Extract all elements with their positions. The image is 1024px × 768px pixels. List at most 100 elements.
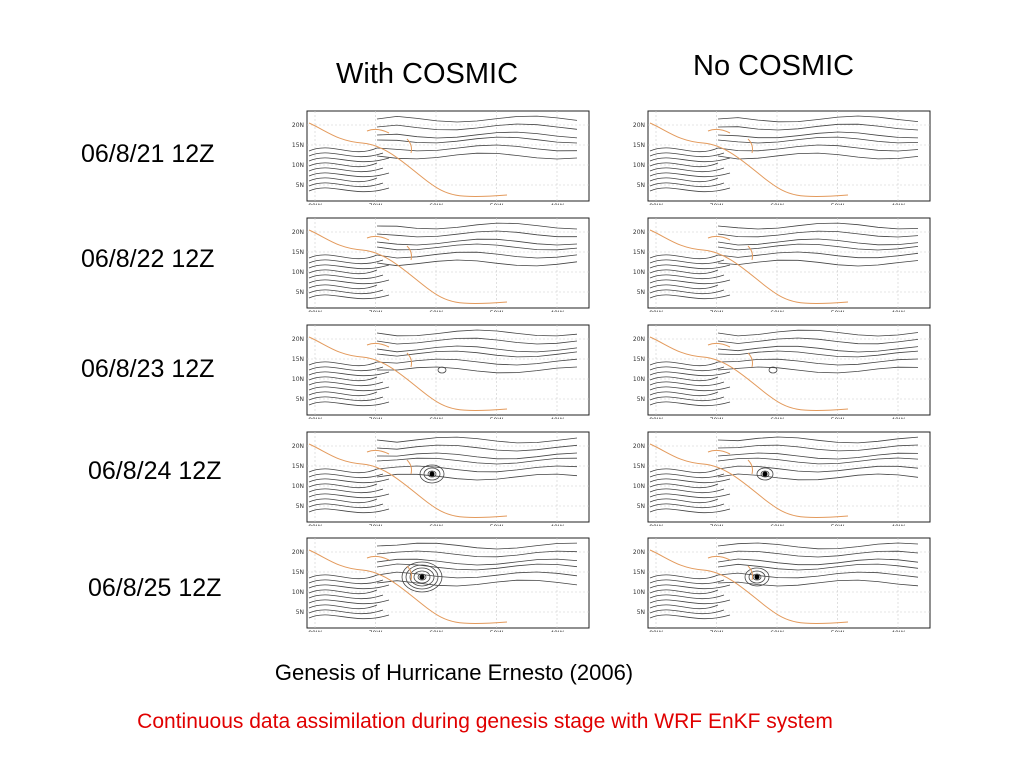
lat-tick-label: 15N xyxy=(292,249,304,256)
lat-tick-label: 15N xyxy=(633,463,645,470)
map-svg: 20N 15N 10N 5N 80W 70W 60W 50W 40W xyxy=(633,217,931,312)
lon-tick-label: 80W xyxy=(308,203,322,205)
lon-tick-label: 50W xyxy=(831,630,845,632)
lon-tick-label: 40W xyxy=(891,417,905,419)
lat-tick-label: 5N xyxy=(637,609,645,616)
lat-tick-label: 10N xyxy=(292,269,304,276)
lon-tick-label: 80W xyxy=(308,524,322,526)
lat-tick-label: 5N xyxy=(296,182,304,189)
map-svg: 20N 15N 10N 5N 80W 70W 60W 50W 40W xyxy=(292,110,590,205)
lat-tick-label: 5N xyxy=(637,503,645,510)
lat-tick-label: 15N xyxy=(292,463,304,470)
lon-tick-label: 50W xyxy=(490,203,504,205)
lat-tick-label: 5N xyxy=(296,289,304,296)
lon-tick-label: 60W xyxy=(429,417,443,419)
lon-tick-label: 40W xyxy=(891,203,905,205)
map-svg: 20N 15N 10N 5N 80W 70W 60W 50W 40W xyxy=(292,537,590,632)
lon-tick-label: 70W xyxy=(369,203,383,205)
with-cosmic-header: With COSMIC xyxy=(336,58,519,90)
map-svg: 20N 15N 10N 5N 80W 70W 60W 50W 40W xyxy=(292,431,590,526)
lat-tick-label: 10N xyxy=(292,162,304,169)
lon-tick-label: 40W xyxy=(891,630,905,632)
lat-tick-label: 5N xyxy=(637,182,645,189)
map-svg: 20N 15N 10N 5N 80W 70W 60W 50W 40W xyxy=(633,537,931,632)
lat-tick-label: 20N xyxy=(292,443,304,450)
lat-tick-label: 15N xyxy=(633,142,645,149)
lon-tick-label: 40W xyxy=(891,310,905,312)
row-label-0825: 06/8/25 12Z xyxy=(88,574,222,602)
lat-tick-label: 20N xyxy=(292,122,304,129)
lat-tick-label: 5N xyxy=(296,609,304,616)
pressure-map-no-cosmic-row-4: 20N 15N 10N 5N 80W 70W 60W 50W 40W xyxy=(618,429,934,526)
lon-tick-label: 70W xyxy=(710,203,724,205)
lon-tick-label: 60W xyxy=(770,203,784,205)
lat-tick-label: 15N xyxy=(292,569,304,576)
lat-tick-label: 15N xyxy=(633,249,645,256)
row-label-0822: 06/8/22 12Z xyxy=(81,245,215,273)
lon-tick-label: 80W xyxy=(649,417,663,419)
lon-tick-label: 80W xyxy=(649,524,663,526)
lon-tick-label: 50W xyxy=(831,203,845,205)
lat-tick-label: 10N xyxy=(633,483,645,490)
lon-tick-label: 70W xyxy=(369,310,383,312)
lat-tick-label: 20N xyxy=(292,336,304,343)
row-label-0824: 06/8/24 12Z xyxy=(88,457,222,485)
lon-tick-label: 80W xyxy=(649,203,663,205)
lon-tick-label: 80W xyxy=(308,310,322,312)
lat-tick-label: 10N xyxy=(633,376,645,383)
lat-tick-label: 15N xyxy=(292,356,304,363)
lon-tick-label: 50W xyxy=(831,417,845,419)
lat-tick-label: 20N xyxy=(633,549,645,556)
lon-tick-label: 70W xyxy=(369,524,383,526)
pressure-map-with-cosmic-row-4: 20N 15N 10N 5N 80W 70W 60W 50W 40W xyxy=(277,429,593,526)
lat-tick-label: 10N xyxy=(292,376,304,383)
pressure-map-with-cosmic-row-2: 20N 15N 10N 5N 80W 70W 60W 50W 40W xyxy=(277,215,593,312)
lon-tick-label: 60W xyxy=(770,524,784,526)
lon-tick-label: 40W xyxy=(891,524,905,526)
lat-tick-label: 15N xyxy=(292,142,304,149)
lon-tick-label: 60W xyxy=(770,417,784,419)
lat-tick-label: 20N xyxy=(292,549,304,556)
map-svg: 20N 15N 10N 5N 80W 70W 60W 50W 40W xyxy=(292,324,590,419)
lon-tick-label: 70W xyxy=(710,310,724,312)
lon-tick-label: 80W xyxy=(649,630,663,632)
lon-tick-label: 80W xyxy=(308,417,322,419)
lat-tick-label: 10N xyxy=(292,589,304,596)
lat-tick-label: 20N xyxy=(633,229,645,236)
lat-tick-label: 5N xyxy=(637,396,645,403)
lon-tick-label: 70W xyxy=(369,417,383,419)
lat-tick-label: 20N xyxy=(633,336,645,343)
lat-tick-label: 10N xyxy=(633,589,645,596)
lon-tick-label: 70W xyxy=(369,630,383,632)
lon-tick-label: 50W xyxy=(490,310,504,312)
lon-tick-label: 40W xyxy=(550,417,564,419)
lon-tick-label: 60W xyxy=(429,310,443,312)
pressure-map-no-cosmic-row-2: 20N 15N 10N 5N 80W 70W 60W 50W 40W xyxy=(618,215,934,312)
lat-tick-label: 5N xyxy=(296,396,304,403)
lat-tick-label: 20N xyxy=(292,229,304,236)
lat-tick-label: 5N xyxy=(637,289,645,296)
lon-tick-label: 80W xyxy=(649,310,663,312)
lon-tick-label: 40W xyxy=(550,310,564,312)
lon-tick-label: 50W xyxy=(490,417,504,419)
pressure-map-with-cosmic-row-5: 20N 15N 10N 5N 80W 70W 60W 50W 40W xyxy=(277,535,593,632)
lon-tick-label: 50W xyxy=(490,630,504,632)
pressure-map-no-cosmic-row-5: 20N 15N 10N 5N 80W 70W 60W 50W 40W xyxy=(618,535,934,632)
map-svg: 20N 15N 10N 5N 80W 70W 60W 50W 40W xyxy=(633,324,931,419)
map-svg: 20N 15N 10N 5N 80W 70W 60W 50W 40W xyxy=(633,431,931,526)
lon-tick-label: 40W xyxy=(550,203,564,205)
lon-tick-label: 50W xyxy=(831,524,845,526)
figure-caption: Genesis of Hurricane Ernesto (2006) xyxy=(274,660,634,685)
lat-tick-label: 10N xyxy=(633,269,645,276)
pressure-map-with-cosmic-row-1: 20N 15N 10N 5N 80W 70W 60W 50W 40W xyxy=(277,108,593,205)
lon-tick-label: 40W xyxy=(550,524,564,526)
lat-tick-label: 10N xyxy=(633,162,645,169)
lon-tick-label: 70W xyxy=(710,630,724,632)
lon-tick-label: 40W xyxy=(550,630,564,632)
row-label-0823: 06/8/23 12Z xyxy=(81,355,215,383)
figure-subcaption: Continuous data assimilation during gene… xyxy=(137,710,833,733)
pressure-map-with-cosmic-row-3: 20N 15N 10N 5N 80W 70W 60W 50W 40W xyxy=(277,322,593,419)
lon-tick-label: 80W xyxy=(308,630,322,632)
lon-tick-label: 50W xyxy=(831,310,845,312)
map-svg: 20N 15N 10N 5N 80W 70W 60W 50W 40W xyxy=(633,110,931,205)
